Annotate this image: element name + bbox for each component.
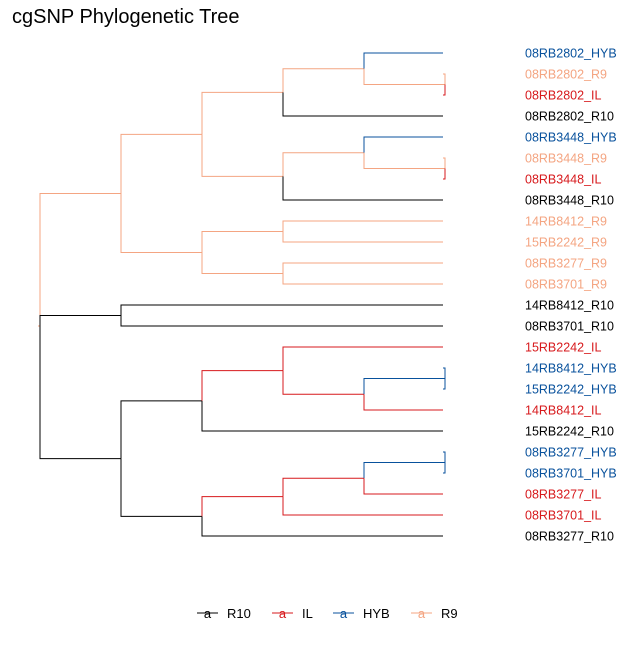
tip-label: 08RB3277_R10 [525,530,614,544]
leaf-branch [282,262,443,274]
tip-label: 15RB2242_HYB [525,383,617,397]
leaf-branch [443,157,446,169]
tree-branch [282,477,364,497]
leaf-branch [282,496,443,516]
leaf-branch [443,367,446,379]
tip-label: 14RB8412_R9 [525,215,607,229]
phylogenetic-tree: 08RB2802_HYB 08RB2802_R9 08RB2802_IL 08RB28… [38,47,617,544]
leaf-branch [443,462,446,474]
leaf-branch [282,92,443,117]
legend-key-glyph: a [418,606,426,621]
tree-branch [363,68,445,85]
tree-branch [120,133,202,194]
leaf-branch [282,176,443,201]
tree-branch [120,458,202,517]
tip-label: 08RB2802_R10 [525,110,614,124]
legend-item-r9: a R9 [411,606,458,621]
tip-label: 15RB2242_R9 [525,236,607,250]
leaf-branch [282,220,443,232]
tree-branch [201,231,283,253]
tree-branch [282,68,364,93]
tip-label: 08RB3701_HYB [525,467,617,481]
leaf-branch [443,451,446,463]
legend-key-glyph: a [340,606,348,621]
tip-label: 08RB3448_R10 [525,194,614,208]
tip-label: 08RB3448_IL [525,173,602,187]
leaf-branch [443,378,446,390]
legend-label: R10 [227,606,251,621]
leaf-branch [282,273,443,285]
leaf-branch [282,231,443,243]
tip-label: 14RB8412_HYB [525,362,617,376]
tip-label: 14RB8412_IL [525,404,602,418]
leaf-branch [363,136,443,153]
tree-branch [39,315,121,326]
tip-label: 08RB3277_R9 [525,257,607,271]
legend-label: R9 [441,606,458,621]
tip-label: 08RB3448_R9 [525,152,607,166]
legend-label: IL [302,606,313,621]
leaf-branch [363,52,443,69]
tip-label: 08RB3701_R10 [525,320,614,334]
tree-branch [201,252,283,274]
leaf-branch [120,315,443,327]
leaf-branch [201,400,443,432]
leaf-branch [363,394,443,411]
tree-branch [282,152,364,177]
tree-branch [363,378,445,395]
tree-branch [39,326,121,460]
tip-label: 08RB2802_R9 [525,68,607,82]
tip-label: 08RB3448_HYB [525,131,617,145]
tree-branch [201,91,283,135]
legend-item-il: a IL [272,606,313,621]
legend-label: HYB [363,606,390,621]
tip-label: 08RB3277_IL [525,488,602,502]
tip-label: 08RB3701_R9 [525,278,607,292]
tree-branch [363,152,445,169]
leaf-branch [443,73,446,85]
tree-branch [282,370,364,395]
tip-label: 15RB2242_IL [525,341,602,355]
tip-label: 14RB8412_R10 [525,299,614,313]
tree-branch [363,462,445,479]
leaf-branch [443,168,446,180]
tree-branch [39,192,121,326]
tree-branch [201,134,283,177]
tip-label: 08RB3701_IL [525,509,602,523]
leaf-branch [363,478,443,495]
leaf-branch [443,84,446,96]
leaf-branch [201,516,443,537]
tip-label: 08RB3277_HYB [525,446,617,460]
chart-title: cgSNP Phylogenetic Tree [12,6,240,28]
legend-key-glyph: a [279,606,287,621]
tree-branch [120,400,202,459]
legend-item-r10: a R10 [197,606,251,621]
leaf-branch [282,346,443,371]
tip-label: 08RB2802_IL [525,89,602,103]
tip-label: 08RB2802_HYB [525,47,617,61]
tree-branch [120,193,202,253]
legend: a R10 a IL a HYB a R9 [197,606,458,621]
leaf-branch [120,304,443,316]
tip-label: 15RB2242_R10 [525,425,614,439]
tree-branch [201,370,283,401]
legend-item-hyb: a HYB [333,606,390,621]
tree-branch [201,496,283,517]
legend-key-glyph: a [204,606,212,621]
